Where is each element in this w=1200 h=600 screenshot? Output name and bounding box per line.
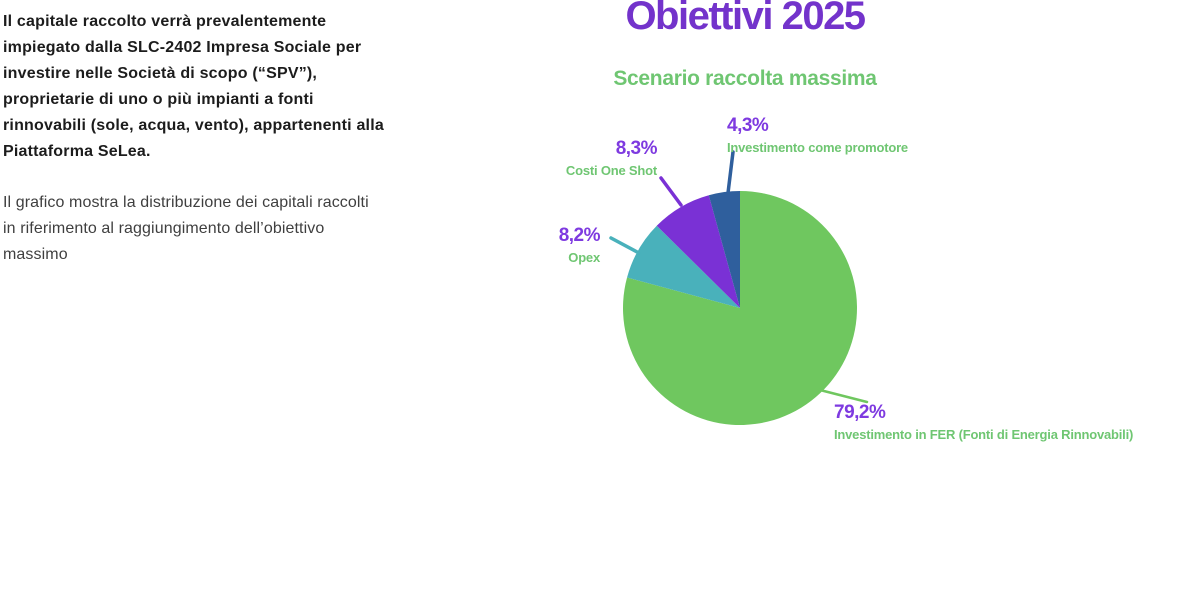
callout-costi-one-shot: 8,3% Costi One Shot — [497, 138, 658, 178]
callout-costi-pct: 8,3% — [615, 138, 658, 159]
callout-opex-pct: 8,2% — [558, 225, 601, 246]
callout-costi-label: Costi One Shot — [565, 162, 657, 178]
leader-line-promotore — [726, 150, 735, 195]
callout-opex: 8,2% Opex — [460, 225, 601, 265]
pie-chart — [609, 150, 869, 425]
callout-opex-label: Opex — [568, 249, 600, 265]
pie-slice-opex — [627, 225, 740, 308]
pie-slice-promotore — [708, 191, 740, 308]
callout-promotore-label: Investimento come promotore — [727, 139, 908, 155]
pie-slices — [622, 191, 857, 425]
chart-subtitle: Scenario raccolta massima — [613, 67, 877, 90]
intro-text-block: Il capitale raccolto verrà prevalentemen… — [3, 9, 503, 268]
chart-title: Obiettivi 2025 — [625, 0, 866, 38]
pie-slice-fer — [622, 191, 857, 425]
pie-slice-costi-one-shot — [656, 195, 740, 308]
intro-paragraph-regular: Il grafico mostra la distribuzione dei c… — [3, 194, 369, 263]
callout-promotore-pct: 4,3% — [727, 115, 769, 136]
leader-line-fer — [818, 388, 869, 404]
callout-fer-pct: 79,2% — [834, 402, 886, 423]
callout-fer: 79,2% Investimento in FER (Fonti di Ener… — [834, 403, 1133, 442]
leader-line-opex — [609, 236, 641, 255]
intro-paragraph-bold: Il capitale raccolto verrà prevalentemen… — [3, 13, 384, 160]
leader-line-costi-one-shot — [659, 176, 683, 207]
callout-promotore: 4,3% Investimento come promotore — [727, 116, 908, 155]
callout-fer-label: Investimento in FER (Fonti di Energia Ri… — [834, 426, 1134, 442]
